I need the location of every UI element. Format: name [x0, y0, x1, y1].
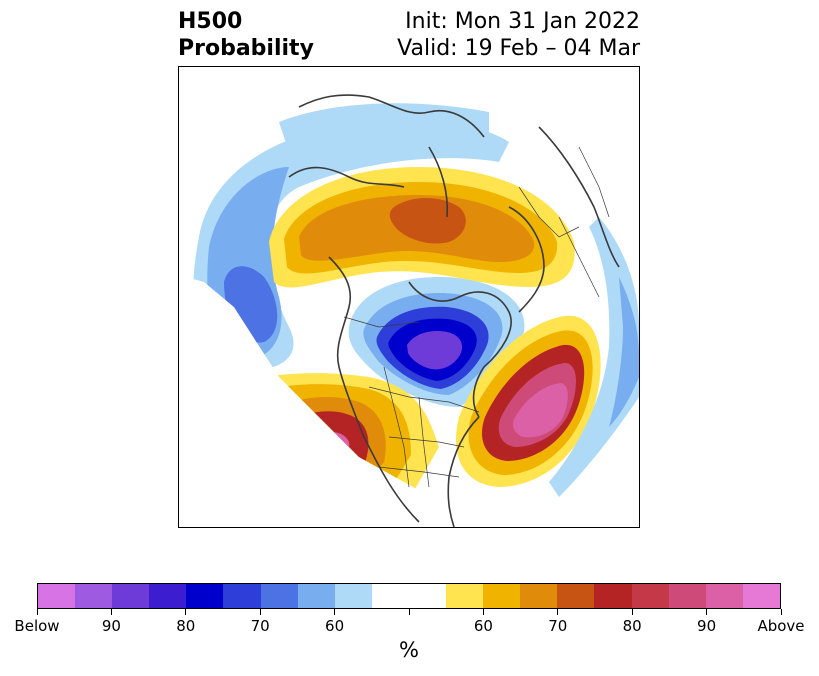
sw-red	[278, 411, 369, 477]
colorbar-tick-label: 80	[176, 617, 196, 635]
init-date: Init: Mon 31 Jan 2022	[405, 9, 640, 34]
colorbar-segment	[260, 584, 298, 608]
colorbar-segment	[38, 584, 76, 608]
chart-title: H500 Probability	[178, 8, 314, 62]
colorbar-tick	[557, 609, 559, 615]
colorbar-tick	[185, 609, 187, 615]
colorbar-segment	[223, 584, 261, 608]
colorbar-tick-label: Above	[757, 617, 805, 635]
colorbar-tick-label: 60	[325, 617, 345, 635]
title-variable: H500	[178, 9, 243, 34]
colorbar-tick	[780, 609, 782, 615]
colorbar-tick	[408, 609, 410, 615]
colorbar-segment	[75, 584, 113, 608]
colorbar-segment	[631, 584, 669, 608]
colorbar-segment	[297, 584, 335, 608]
colorbar-segment	[371, 584, 409, 608]
colorbar-segment	[594, 584, 632, 608]
colorbar-tick	[259, 609, 261, 615]
colorbar	[37, 583, 781, 609]
colorbar-tick	[706, 609, 708, 615]
sw-pink	[315, 432, 350, 464]
colorbar-segment	[557, 584, 595, 608]
east-pink	[513, 383, 568, 438]
colorbar-tick	[631, 609, 633, 615]
colorbar-segment	[112, 584, 150, 608]
map-panel	[178, 66, 640, 528]
colorbar-tick-label: 70	[250, 617, 270, 635]
colorbar-tick-label: 60	[473, 617, 493, 635]
colorbar-tick-label: 90	[697, 617, 717, 635]
colorbar-tick-label: Below	[14, 617, 60, 635]
colorbar-segment	[668, 584, 706, 608]
colorbar-tick	[334, 609, 336, 615]
colorbar-tick	[110, 609, 112, 615]
colorbar-tick-label: 90	[101, 617, 121, 635]
title-dates: Init: Mon 31 Jan 2022 Valid: 19 Feb – 04…	[397, 8, 640, 62]
blue-band-north	[279, 103, 489, 152]
colorbar-tick-label: 80	[622, 617, 642, 635]
political-borders	[343, 146, 610, 488]
colorbar-tick	[482, 609, 484, 615]
east-blue-mid	[609, 277, 639, 427]
east-blue-light	[549, 217, 639, 497]
colorbar-segment	[483, 584, 521, 608]
central-purple	[407, 331, 463, 370]
colorbar-segment	[742, 584, 780, 608]
colorbar-segment	[334, 584, 372, 608]
colorbar-segment	[186, 584, 224, 608]
colorbar-segment	[408, 584, 447, 608]
probability-map	[193, 94, 639, 527]
colorbar-segment	[446, 584, 484, 608]
colorbar-segment	[520, 584, 558, 608]
colorbar-tick	[36, 609, 38, 615]
coastlines	[288, 94, 620, 527]
colorbar-segment	[705, 584, 743, 608]
colorbar-unit: %	[399, 638, 419, 662]
valid-range: Valid: 19 Feb – 04 Mar	[397, 36, 640, 61]
colorbar-tick-label: 70	[548, 617, 568, 635]
colorbar-segment	[149, 584, 187, 608]
title-product: Probability	[178, 36, 314, 61]
